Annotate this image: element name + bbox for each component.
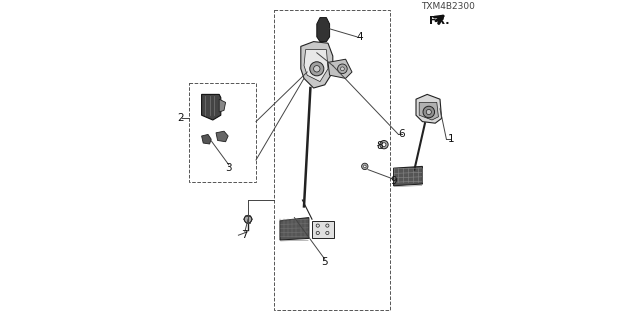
Text: TXM4B2300: TXM4B2300 [421,2,475,11]
Circle shape [340,67,344,71]
Polygon shape [317,18,330,42]
Circle shape [326,224,329,227]
Circle shape [362,163,368,170]
Bar [274,10,390,310]
Circle shape [364,165,366,168]
Text: 7: 7 [241,230,248,240]
Polygon shape [202,134,211,144]
Circle shape [310,62,324,76]
Text: 4: 4 [356,32,364,42]
Circle shape [244,215,252,223]
Polygon shape [419,102,438,120]
Polygon shape [301,42,333,88]
Circle shape [314,66,320,72]
Polygon shape [394,166,422,186]
Text: 3: 3 [225,163,232,173]
Text: 8: 8 [376,140,383,151]
Polygon shape [219,99,226,112]
Circle shape [423,106,435,118]
Text: 2: 2 [177,113,184,124]
Circle shape [316,224,319,227]
Text: 6: 6 [398,129,405,140]
Circle shape [338,64,348,74]
Text: FR.: FR. [429,16,449,26]
Circle shape [316,231,319,235]
Polygon shape [280,218,308,240]
Circle shape [382,143,386,147]
Text: 1: 1 [448,134,454,144]
Polygon shape [304,50,328,82]
Bar [189,83,256,182]
Circle shape [326,231,329,235]
Polygon shape [202,94,221,120]
Polygon shape [416,94,442,123]
Circle shape [426,109,431,115]
Circle shape [380,140,388,149]
Text: 5: 5 [321,257,328,268]
Polygon shape [216,131,228,142]
Text: 9: 9 [390,176,397,186]
Bar [312,221,334,238]
Polygon shape [328,59,352,78]
